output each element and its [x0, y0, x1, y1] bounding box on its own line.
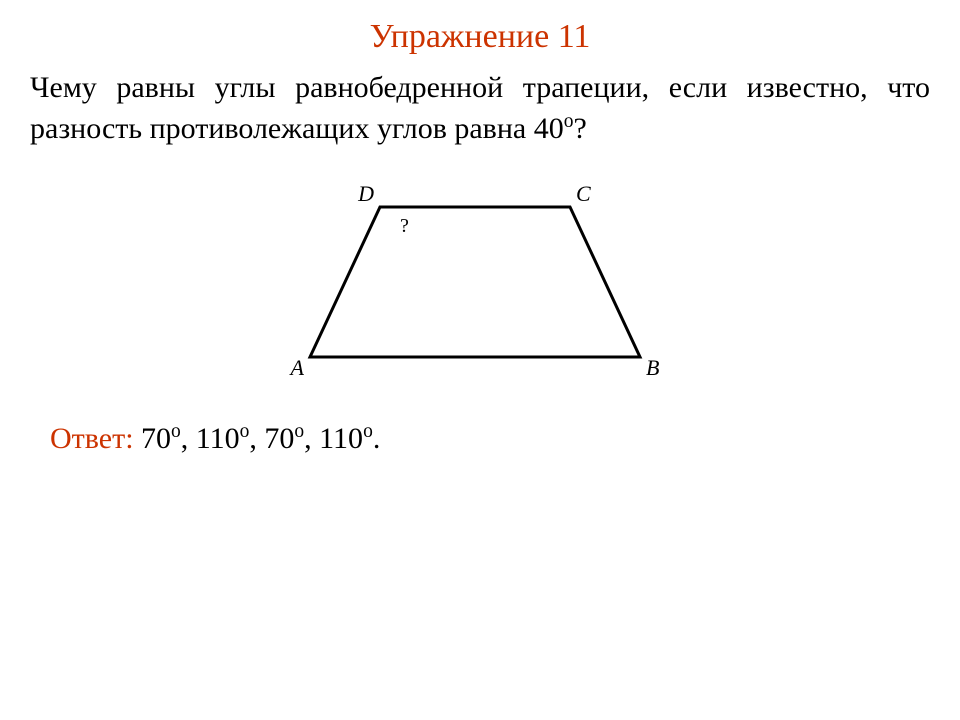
answer-line: Ответ: 70о, 110о, 70о, 110о. — [0, 392, 960, 456]
trapezoid-shape — [310, 207, 640, 357]
trapezoid-svg: A B C D ? — [270, 177, 690, 387]
question-text: Чему равны углы равнобедренной трапеции,… — [0, 56, 960, 149]
degree-symbol: о — [564, 111, 574, 132]
vertex-label-d: D — [357, 181, 374, 206]
exercise-title: Упражнение 11 — [0, 0, 960, 56]
vertex-label-c: C — [576, 181, 591, 206]
diagram-container: A B C D ? — [0, 177, 960, 392]
vertex-label-a: A — [289, 355, 305, 380]
angle-question-mark: ? — [400, 215, 409, 237]
trapezoid-diagram: A B C D ? — [270, 177, 690, 392]
question-end: ? — [573, 112, 586, 145]
question-body: Чему равны углы равнобедренной трапеции,… — [30, 71, 930, 145]
answer-label: Ответ: — [50, 422, 141, 455]
answer-values: 70о, 110о, 70о, 110о. — [141, 422, 380, 455]
vertex-label-b: B — [646, 355, 659, 380]
